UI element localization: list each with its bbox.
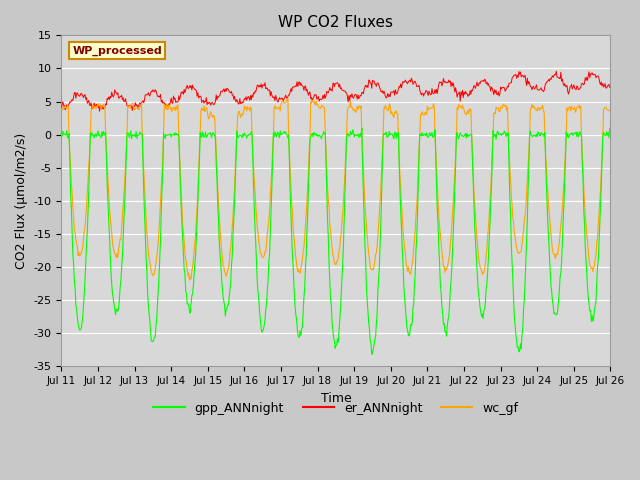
- Y-axis label: CO2 Flux (μmol/m2/s): CO2 Flux (μmol/m2/s): [15, 132, 28, 269]
- Text: WP_processed: WP_processed: [72, 45, 162, 56]
- X-axis label: Time: Time: [321, 392, 351, 405]
- Title: WP CO2 Fluxes: WP CO2 Fluxes: [278, 15, 394, 30]
- Legend: gpp_ANNnight, er_ANNnight, wc_gf: gpp_ANNnight, er_ANNnight, wc_gf: [148, 396, 524, 420]
